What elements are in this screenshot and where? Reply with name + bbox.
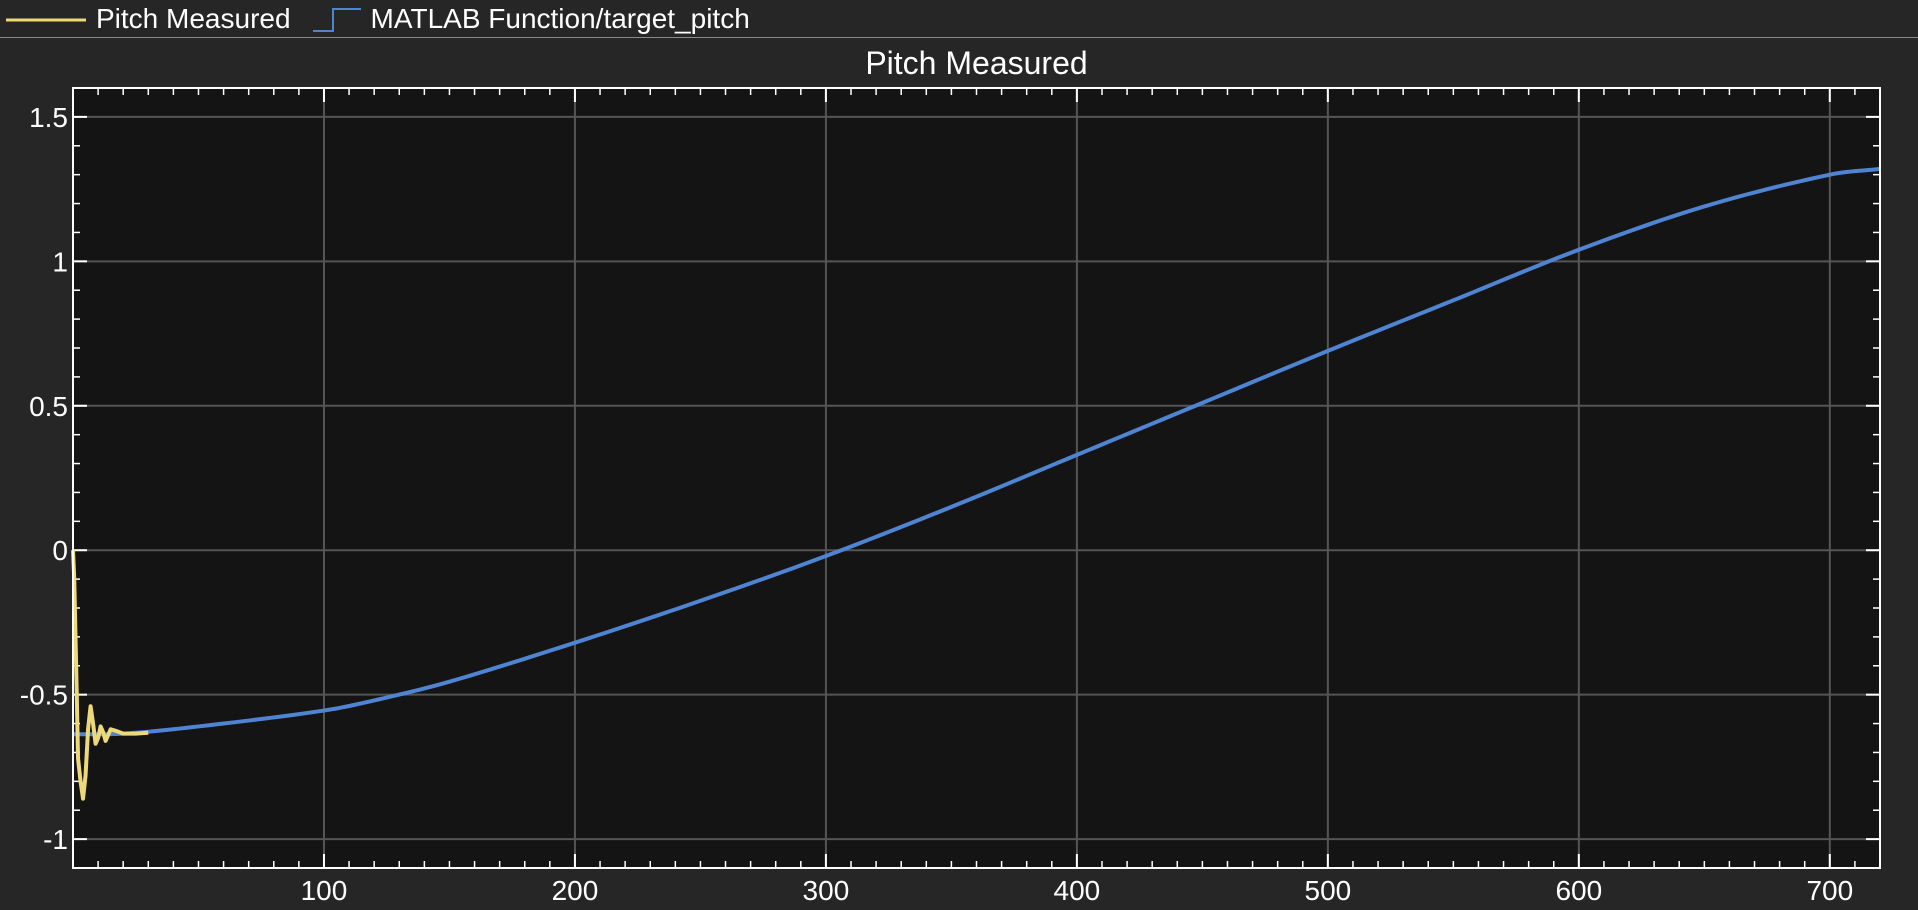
x-tick-label: 600 <box>1555 875 1602 906</box>
line-swatch-icon <box>6 18 86 21</box>
tick-labels: 100 200 300 400 500 600 700 -1 -0.5 0 0.5 1 1.5 <box>20 102 1853 906</box>
y-tick-label: 0.5 <box>29 391 68 422</box>
x-tick-label: 400 <box>1054 875 1101 906</box>
series-line-pitch-measured <box>71 550 149 801</box>
legend-item-target-pitch[interactable]: MATLAB Function/target_pitch <box>311 2 750 34</box>
grid-lines <box>73 88 1880 868</box>
x-tick-label: 300 <box>803 875 850 906</box>
stair-swatch-icon <box>312 7 361 32</box>
legend-item-pitch-measured[interactable]: Pitch Measured <box>6 2 291 34</box>
legend-label: MATLAB Function/target_pitch <box>370 2 750 34</box>
legend-label: Pitch Measured <box>96 2 291 34</box>
x-tick-label: 700 <box>1806 875 1853 906</box>
axis-ticks <box>73 88 1880 868</box>
y-tick-label: 0 <box>52 535 68 566</box>
axes-frame <box>72 87 1881 869</box>
plot-title: Pitch Measured <box>865 45 1087 81</box>
y-tick-label: -0.5 <box>20 680 68 711</box>
x-tick-label: 200 <box>552 875 599 906</box>
x-tick-label: 500 <box>1305 875 1352 906</box>
series-line-target-pitch <box>72 166 1881 737</box>
plot-area: Pitch Measured 100 200 300 400 500 600 700 -1 -0… <box>20 45 1881 906</box>
x-tick-label: 100 <box>301 875 348 906</box>
legend-bar: Pitch Measured MATLAB Function/target_pi… <box>0 0 1918 38</box>
y-tick-label: 1 <box>52 246 68 277</box>
y-tick-label: 1.5 <box>29 102 68 133</box>
series-layer <box>71 166 1881 801</box>
axes-background[interactable] <box>73 88 1880 868</box>
y-tick-label: -1 <box>43 824 68 855</box>
